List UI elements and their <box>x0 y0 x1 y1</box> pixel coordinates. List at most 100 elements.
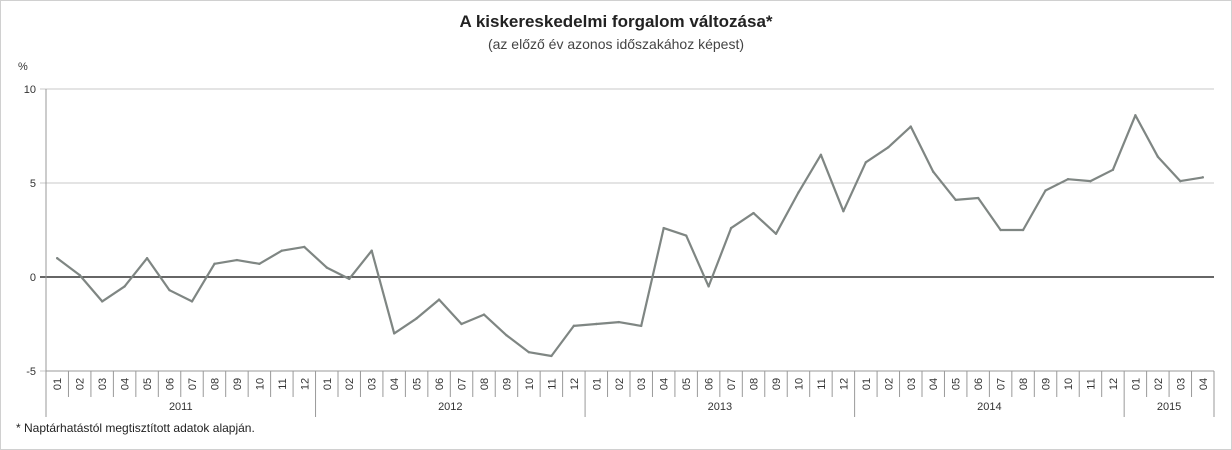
footnote: * Naptárhatástól megtisztított adatok al… <box>16 421 255 435</box>
x-tick-label: 03 <box>636 378 648 390</box>
x-tick-label: 12 <box>1108 378 1120 390</box>
data-point <box>78 273 81 277</box>
data-point <box>707 285 710 288</box>
x-tick-label: 08 <box>749 378 761 390</box>
data-point <box>954 198 957 202</box>
data-point <box>640 324 643 328</box>
data-point <box>1044 189 1047 192</box>
x-tick-label: 02 <box>344 378 356 390</box>
data-point <box>1021 228 1025 232</box>
y-tick-label: 0 <box>30 272 36 284</box>
x-tick-label: 06 <box>434 378 446 390</box>
x-tick-label: 11 <box>816 378 828 389</box>
x-tick-label: 09 <box>501 378 513 390</box>
x-tick-label: 05 <box>951 378 963 390</box>
x-tick-label: 07 <box>996 378 1008 390</box>
data-point <box>235 258 239 262</box>
data-point <box>1179 179 1182 183</box>
data-point <box>415 317 418 320</box>
data-point <box>437 298 441 301</box>
x-tick-label: 07 <box>187 378 199 390</box>
x-tick-label: 09 <box>1041 378 1053 390</box>
data-point <box>1089 179 1092 183</box>
data-point <box>1066 178 1070 181</box>
x-tick-label: 10 <box>1063 378 1075 390</box>
data-point <box>595 322 598 326</box>
x-tick-label: 05 <box>142 378 154 390</box>
data-point <box>752 211 755 215</box>
data-point <box>909 125 912 128</box>
data-point <box>482 313 486 316</box>
grid-lines <box>40 88 1214 372</box>
data-point <box>842 210 845 213</box>
data-point <box>370 249 373 252</box>
x-tick-label: 11 <box>277 378 289 389</box>
x-tick-label: 06 <box>704 378 716 390</box>
x-tick-label: 02 <box>614 378 626 390</box>
x-tick-label: 03 <box>1175 378 1187 390</box>
x-tick-label: 10 <box>524 378 536 390</box>
x-tick-label: 03 <box>906 378 918 390</box>
x-tick-label: 04 <box>659 378 671 390</box>
x-tick-label: 03 <box>97 378 109 390</box>
x-tick-label: 01 <box>861 378 873 390</box>
data-point <box>976 196 980 200</box>
x-tick-label: 11 <box>546 378 558 389</box>
x-tick-label: 04 <box>928 378 940 390</box>
x-tick-label: 12 <box>838 378 850 390</box>
year-label-2011: 2011 <box>169 401 193 413</box>
data-point <box>348 277 351 281</box>
year-label-2015: 2015 <box>1157 401 1181 413</box>
x-tick-label: 06 <box>973 378 985 390</box>
data-point <box>819 153 823 156</box>
x-tick-label: 12 <box>569 378 581 390</box>
data-point <box>684 234 688 237</box>
x-tick-label: 06 <box>165 378 177 390</box>
data-point <box>258 262 261 266</box>
y-axis-ticks: 10 5 0 -5 <box>24 84 36 378</box>
x-tick-label: 04 <box>389 378 401 390</box>
series-line-0 <box>56 114 1204 358</box>
x-tick-label: 10 <box>793 378 805 390</box>
data-point <box>1111 168 1115 172</box>
year-label-2014: 2014 <box>977 401 1001 413</box>
data-point <box>123 285 126 288</box>
data-point <box>168 288 171 292</box>
data-point <box>280 249 284 252</box>
data-point <box>729 226 733 230</box>
data-point <box>572 324 576 328</box>
data-point <box>550 354 553 358</box>
x-axis: 01 02 03 04 05 06 07 08 09 10 11 12 01 02 03 04 05 06 07 08… <box>45 370 1215 417</box>
y-tick-label: 5 <box>30 178 36 190</box>
data-point <box>56 257 59 260</box>
data-point <box>1201 176 1204 179</box>
year-label-2012: 2012 <box>438 401 462 413</box>
data-point <box>145 257 149 260</box>
data-point <box>662 226 665 230</box>
data-point <box>460 322 463 326</box>
data-point <box>999 228 1002 232</box>
data-point <box>774 232 778 235</box>
data-point <box>887 146 890 149</box>
x-tick-label: 04 <box>120 378 132 390</box>
x-tick-label: 12 <box>299 378 311 390</box>
x-tick-label: 08 <box>479 378 491 390</box>
year-label-2013: 2013 <box>708 401 732 413</box>
data-point <box>392 332 396 335</box>
chart-subtitle: (az előző év azonos időszakához képest) <box>487 36 745 52</box>
x-tick-label: 05 <box>681 378 693 390</box>
data-point <box>505 334 508 337</box>
x-tick-label: 10 <box>254 378 266 390</box>
x-tick-label: 09 <box>771 378 783 390</box>
x-tick-label: 07 <box>726 378 738 390</box>
x-tick-label: 03 <box>367 378 379 390</box>
x-tick-label: 01 <box>591 378 603 390</box>
data-point <box>617 320 620 324</box>
data-point <box>100 300 104 303</box>
data-point <box>190 300 194 303</box>
x-tick-label: 07 <box>457 378 469 390</box>
x-tick-label: 01 <box>52 378 64 390</box>
data-point <box>213 262 216 266</box>
x-tick-label: 08 <box>209 378 221 390</box>
